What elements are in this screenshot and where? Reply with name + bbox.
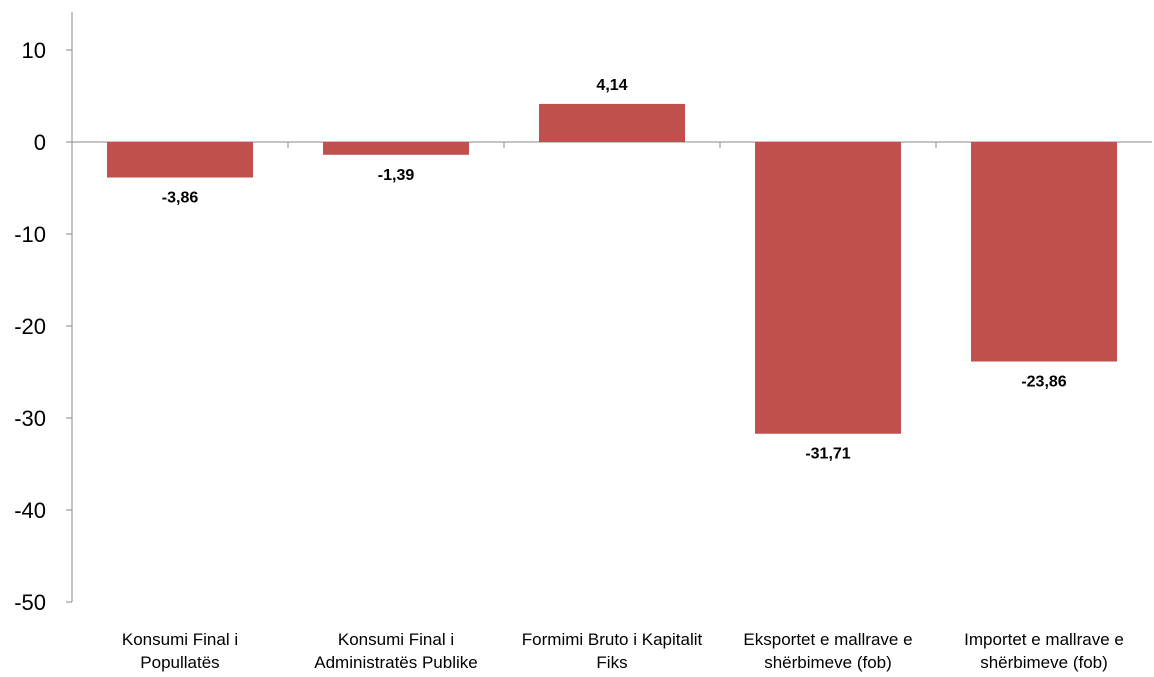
y-tick-label: -40 — [14, 498, 46, 523]
bar — [107, 142, 253, 178]
bar — [755, 142, 901, 434]
data-label: -1,39 — [378, 167, 415, 184]
y-tick-label: -50 — [14, 590, 46, 615]
x-tick-label: Importet e mallrave e — [964, 630, 1124, 649]
bar — [539, 103, 685, 142]
data-label: -3,86 — [162, 190, 199, 207]
x-tick-label: Eksportet e mallrave e — [743, 630, 912, 649]
y-tick-label: -20 — [14, 314, 46, 339]
bar — [323, 142, 469, 155]
bar — [971, 142, 1117, 362]
x-tick-label: Fiks — [596, 653, 627, 672]
x-tick-label: Konsumi Final i — [122, 630, 238, 649]
x-tick-label: Popullatës — [140, 653, 219, 672]
data-label: -31,71 — [805, 446, 850, 463]
x-tick-label: Formimi Bruto i Kapitalit — [522, 630, 703, 649]
y-tick-label: -30 — [14, 406, 46, 431]
bars — [107, 103, 1117, 434]
y-tick-label: -10 — [14, 222, 46, 247]
y-tick-label: 10 — [22, 38, 46, 63]
data-label: 4,14 — [596, 77, 627, 94]
x-tick-label: shërbimeve (fob) — [764, 653, 892, 672]
data-label: -23,86 — [1021, 374, 1066, 391]
axes: 10 0 -10 -20 -30 -40 -50 — [14, 12, 1152, 615]
x-tick-label: shërbimeve (fob) — [980, 653, 1108, 672]
y-tick-label: 0 — [34, 130, 46, 155]
x-tick-label: Konsumi Final i — [338, 630, 454, 649]
x-tick-label: Administratës Publike — [314, 653, 477, 672]
labels: -3,86 Konsumi Final i Popullatës -1,39 Konsu… — [122, 77, 1124, 672]
